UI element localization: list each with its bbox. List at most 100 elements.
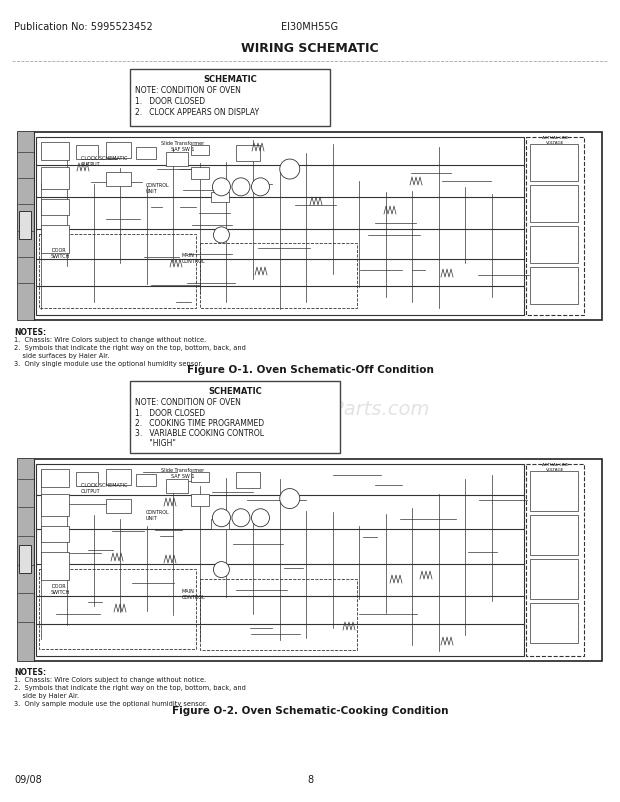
Bar — [211, 520, 229, 529]
Bar — [130, 382, 340, 453]
Bar — [530, 472, 578, 512]
Text: CONTROL
UNIT: CONTROL UNIT — [146, 509, 170, 520]
Bar — [39, 235, 196, 309]
Text: NOTE: CONDITION OF OVEN: NOTE: CONDITION OF OVEN — [135, 398, 241, 407]
Text: 2.   COOKING TIME PROGRAMMED: 2. COOKING TIME PROGRAMMED — [135, 419, 264, 427]
Bar — [530, 145, 578, 182]
Text: NOTES:: NOTES: — [14, 327, 46, 337]
Text: 1.   DOOR CLOSED: 1. DOOR CLOSED — [135, 97, 205, 106]
Text: side surfaces by Haier Air.: side surfaces by Haier Air. — [14, 353, 109, 358]
Bar — [36, 464, 524, 656]
Text: 3.  Only sample module use the optional humidity sensor.: 3. Only sample module use the optional h… — [14, 700, 207, 706]
Bar — [41, 553, 69, 581]
Text: 8: 8 — [307, 774, 313, 784]
Text: WIRING SCHEMATIC: WIRING SCHEMATIC — [241, 42, 379, 55]
Text: 2.  Symbols that indicate the right way on the top, bottom, back, and: 2. Symbols that indicate the right way o… — [14, 345, 246, 350]
Circle shape — [280, 489, 299, 509]
Text: Figure O-1. Oven Schematic-Off Condition: Figure O-1. Oven Schematic-Off Condition — [187, 365, 433, 375]
Bar — [526, 138, 584, 316]
Bar — [106, 500, 131, 513]
Bar — [106, 469, 131, 485]
Bar — [41, 143, 69, 160]
Circle shape — [252, 179, 270, 196]
Text: Slide Transformer
SAF SW 1: Slide Transformer SAF SW 1 — [161, 468, 204, 478]
Text: NOTES:: NOTES: — [14, 667, 46, 676]
Text: 09/08: 09/08 — [14, 774, 42, 784]
Text: 2.  Symbols that indicate the right way on the top, bottom, back, and: 2. Symbols that indicate the right way o… — [14, 684, 246, 691]
Text: 1.  Chassis: Wire Colors subject to change without notice.: 1. Chassis: Wire Colors subject to chang… — [14, 676, 206, 683]
Bar — [41, 168, 69, 190]
Text: 1.   DOOR CLOSED: 1. DOOR CLOSED — [135, 408, 205, 418]
Bar — [106, 143, 131, 159]
Bar — [200, 579, 357, 650]
Text: CLOCK SCHEMATIC
OUTPUT: CLOCK SCHEMATIC OUTPUT — [81, 482, 127, 493]
Circle shape — [213, 562, 229, 578]
Bar — [39, 569, 196, 649]
Text: SCHEMATIC: SCHEMATIC — [203, 75, 257, 84]
Bar — [106, 172, 131, 187]
Text: DOOR
SWITCH: DOOR SWITCH — [51, 248, 71, 258]
Bar — [136, 148, 156, 160]
Bar — [76, 146, 98, 160]
Bar — [530, 516, 578, 555]
Bar — [191, 472, 209, 482]
Bar — [19, 212, 31, 240]
Bar — [18, 460, 602, 661]
Bar — [18, 460, 34, 661]
Bar — [211, 192, 229, 203]
Bar — [166, 480, 188, 493]
Bar — [530, 603, 578, 643]
Circle shape — [213, 179, 231, 196]
Text: NOTE: CONDITION OF OVEN: NOTE: CONDITION OF OVEN — [135, 86, 241, 95]
Text: Publication No: 5995523452: Publication No: 5995523452 — [14, 22, 153, 32]
Bar — [41, 225, 69, 253]
Text: EI30MH55G: EI30MH55G — [281, 22, 339, 32]
Bar — [236, 472, 260, 488]
Text: 3.  Only single module use the optional humidity sensor.: 3. Only single module use the optional h… — [14, 361, 203, 367]
Text: SCHEMATIC: SCHEMATIC — [208, 387, 262, 395]
Bar — [191, 494, 209, 506]
Text: ACTUAL LINE
VOLTAGE: ACTUAL LINE VOLTAGE — [542, 463, 569, 471]
Text: CLOCK SCHEMATIC
OUTPUT: CLOCK SCHEMATIC OUTPUT — [81, 156, 127, 167]
Text: 1.  Chassis: Wire Colors subject to change without notice.: 1. Chassis: Wire Colors subject to chang… — [14, 337, 206, 342]
Bar — [18, 133, 602, 321]
Text: DOOR
SWITCH: DOOR SWITCH — [51, 583, 71, 594]
Bar — [41, 494, 69, 516]
Text: MAIN
CONTROL: MAIN CONTROL — [182, 588, 206, 599]
Bar — [41, 469, 69, 488]
Text: side by Haier Air.: side by Haier Air. — [14, 692, 79, 698]
Bar — [76, 472, 98, 486]
Text: eReplacementParts.com: eReplacementParts.com — [191, 399, 429, 419]
Text: 3.   VARIABLE COOKING CONTROL: 3. VARIABLE COOKING CONTROL — [135, 428, 264, 437]
Circle shape — [232, 179, 250, 196]
Circle shape — [213, 228, 229, 244]
Bar — [530, 559, 578, 599]
Bar — [36, 138, 524, 316]
Text: "HIGH": "HIGH" — [135, 439, 176, 448]
Bar — [41, 200, 69, 216]
Bar — [530, 186, 578, 223]
Bar — [530, 227, 578, 264]
Text: ACTUAL LINE
VOLTAGE: ACTUAL LINE VOLTAGE — [542, 136, 569, 144]
Bar — [18, 133, 34, 321]
Text: MAIN
CONTROL: MAIN CONTROL — [182, 253, 206, 264]
Bar — [41, 526, 69, 542]
Text: 2.   CLOCK APPEARS ON DISPLAY: 2. CLOCK APPEARS ON DISPLAY — [135, 107, 259, 117]
Text: Slide Transformer
SAF SW 1: Slide Transformer SAF SW 1 — [161, 141, 204, 152]
Bar — [191, 146, 209, 156]
Circle shape — [213, 509, 231, 527]
Bar — [136, 475, 156, 486]
Bar — [526, 464, 584, 656]
Circle shape — [280, 160, 299, 180]
Bar — [130, 70, 330, 127]
Bar — [191, 168, 209, 180]
Bar — [19, 545, 31, 573]
Text: CONTROL
UNIT: CONTROL UNIT — [146, 183, 170, 193]
Bar — [236, 146, 260, 162]
Circle shape — [252, 509, 270, 527]
Circle shape — [232, 509, 250, 527]
Bar — [200, 244, 357, 309]
Bar — [166, 153, 188, 167]
Bar — [530, 268, 578, 305]
Text: Figure O-2. Oven Schematic-Cooking Condition: Figure O-2. Oven Schematic-Cooking Condi… — [172, 705, 448, 715]
